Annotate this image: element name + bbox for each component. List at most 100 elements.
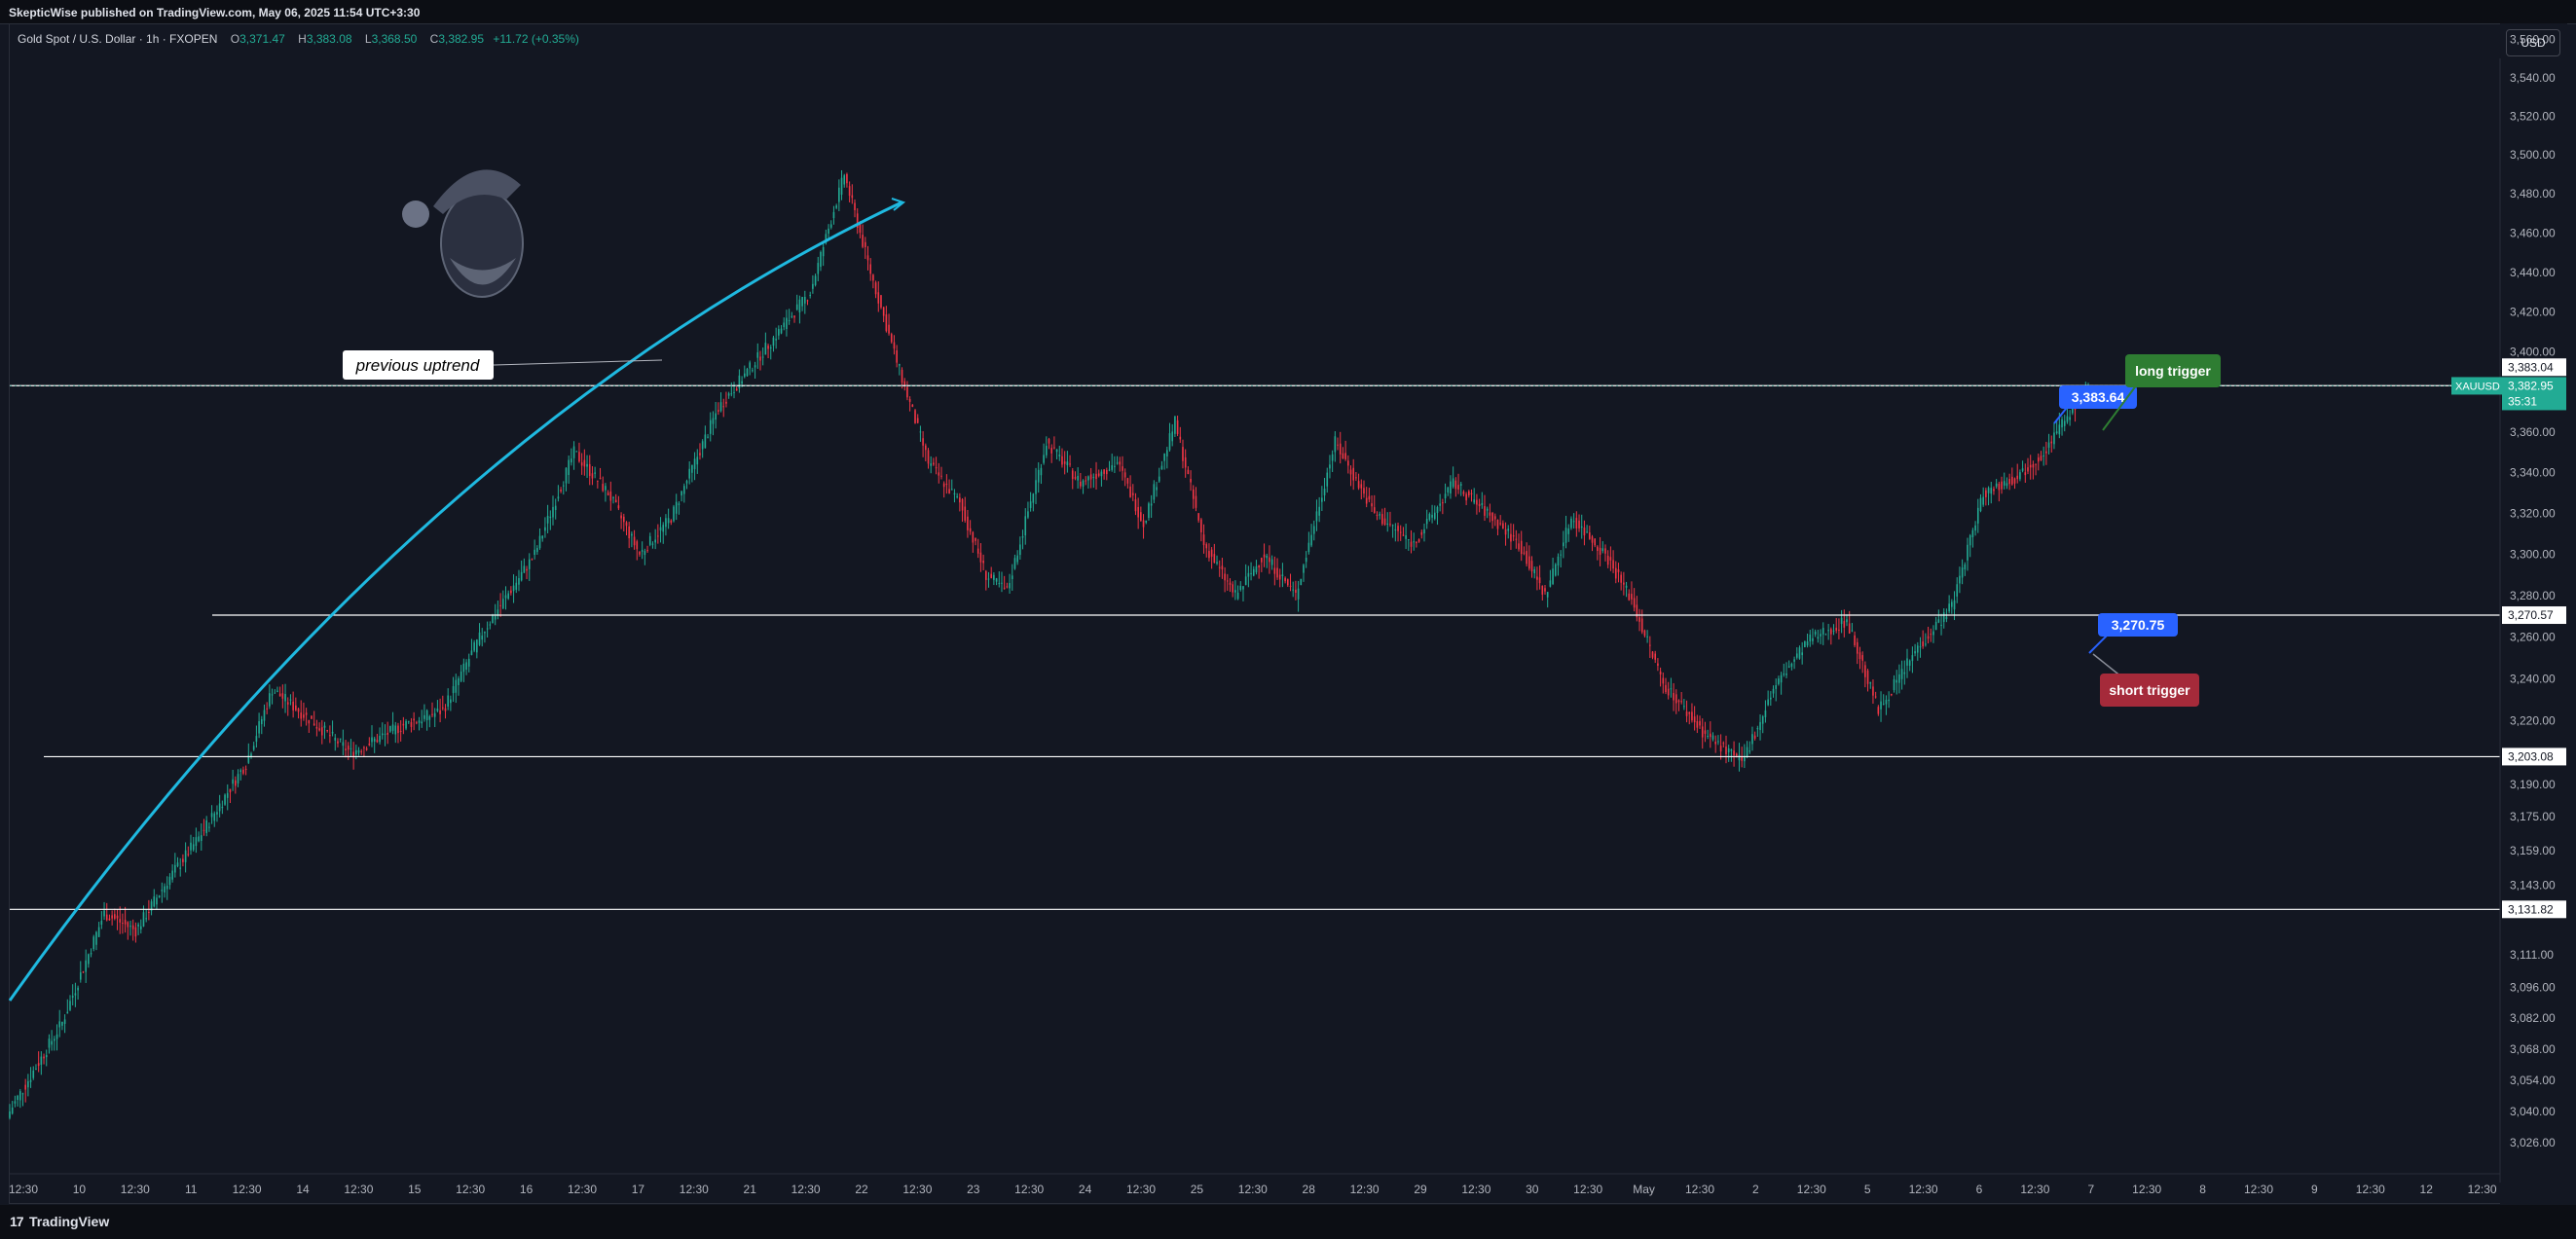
candle-body [1058,455,1061,456]
candle-body [278,693,281,697]
candle [441,695,444,711]
candle [1221,558,1224,579]
candle [1158,467,1160,484]
previous-uptrend-curve[interactable] [8,200,902,1002]
candle [1342,447,1344,459]
candle-body [1176,419,1179,434]
candle [244,765,247,776]
candle-body [908,399,911,402]
candle [1822,622,1824,645]
candle-body [1292,589,1295,591]
candle [1964,562,1967,576]
candle-body [1493,516,1496,520]
candle [1693,706,1696,731]
candle [798,295,801,324]
candle-body [504,595,507,599]
candle-body [1027,511,1029,518]
level-tag-3131[interactable]: 3,131.82 [2502,900,2566,919]
candle-body [1210,549,1213,557]
candle [331,720,334,737]
candle [783,317,786,331]
candle-body [995,578,998,582]
candle-body [413,718,415,721]
previous-uptrend-annotation[interactable]: previous uptrend [343,350,663,380]
short-price-badge[interactable]: 3,270.75 [2098,613,2178,637]
time-tick-label: 6 [1976,1183,1983,1196]
short-trigger-badge[interactable]: short trigger [2100,674,2199,707]
candle [208,821,210,832]
tradingview-logo[interactable]: 17 TradingView [10,1214,109,1229]
price-tick-label: 3,540.00 [2510,71,2556,85]
candle-body [1898,674,1900,683]
short-price-badge-box [2098,613,2178,637]
uptrend-arrowhead [891,198,906,211]
candle [1273,556,1276,586]
candle [1812,628,1814,645]
candle [935,456,938,475]
candle [738,369,741,393]
candle-body [2006,483,2008,487]
candle-body [315,726,318,729]
time-tick-label: 12:30 [1797,1183,1826,1196]
candle-body [137,924,139,927]
candle [444,704,447,719]
long-price-badge[interactable]: 3,383.64 [2059,385,2137,409]
time-tick-label: 29 [1414,1183,1427,1196]
long-trigger-badge[interactable]: long trigger [2125,354,2221,387]
candle [848,181,851,202]
candle-body [959,497,961,503]
candle [1284,576,1286,584]
level-tag-3270[interactable]: 3,270.57 [2502,606,2566,625]
previous-uptrend-pointer [493,359,663,366]
candle-body [1840,617,1843,625]
candle-body [92,936,95,950]
candle [552,495,554,526]
price-tick-label: 3,280.00 [2510,589,2556,602]
candle [90,948,92,958]
level-tag-3203[interactable]: 3,203.08 [2502,747,2566,766]
candle-body [1080,481,1082,487]
candle [1578,514,1580,532]
candle [1119,456,1122,472]
candle [718,402,719,416]
candle-body [1365,497,1368,504]
candle [1465,492,1467,506]
currency-button[interactable]: USD [2506,29,2560,56]
candle-body [1572,521,1575,523]
candle-body [822,246,825,257]
time-tick-label: 12:30 [1126,1183,1156,1196]
tradingview-logo-text: TradingView [29,1214,110,1229]
candle-body [570,458,572,463]
candle [1730,748,1733,762]
candle-body [1725,747,1727,755]
candle-body [326,730,328,732]
level-tag-3383[interactable]: 3,383.04 [2502,358,2566,377]
candle [122,913,124,934]
avatar-beard [450,258,516,285]
candle-body [355,749,357,755]
time-tick-label: 12:30 [1573,1183,1602,1196]
candle-body [681,491,682,496]
candle [164,883,166,898]
candle [667,508,670,529]
candle [198,831,200,843]
candle-body [148,911,150,913]
candle-body [1436,506,1439,513]
candle [21,1092,24,1107]
candle [1714,735,1717,753]
candle [266,702,268,714]
candle-body [394,725,397,735]
candle [1244,564,1247,586]
candle-body [552,506,554,518]
candle [1683,699,1685,711]
candle [620,512,622,529]
candle-body [961,498,964,511]
candle-body [447,695,449,707]
candle [872,273,874,289]
candle-body [893,342,896,349]
candle-body [431,713,433,715]
candle-body [1790,663,1793,667]
time-tick-label: 12 [2420,1183,2434,1196]
